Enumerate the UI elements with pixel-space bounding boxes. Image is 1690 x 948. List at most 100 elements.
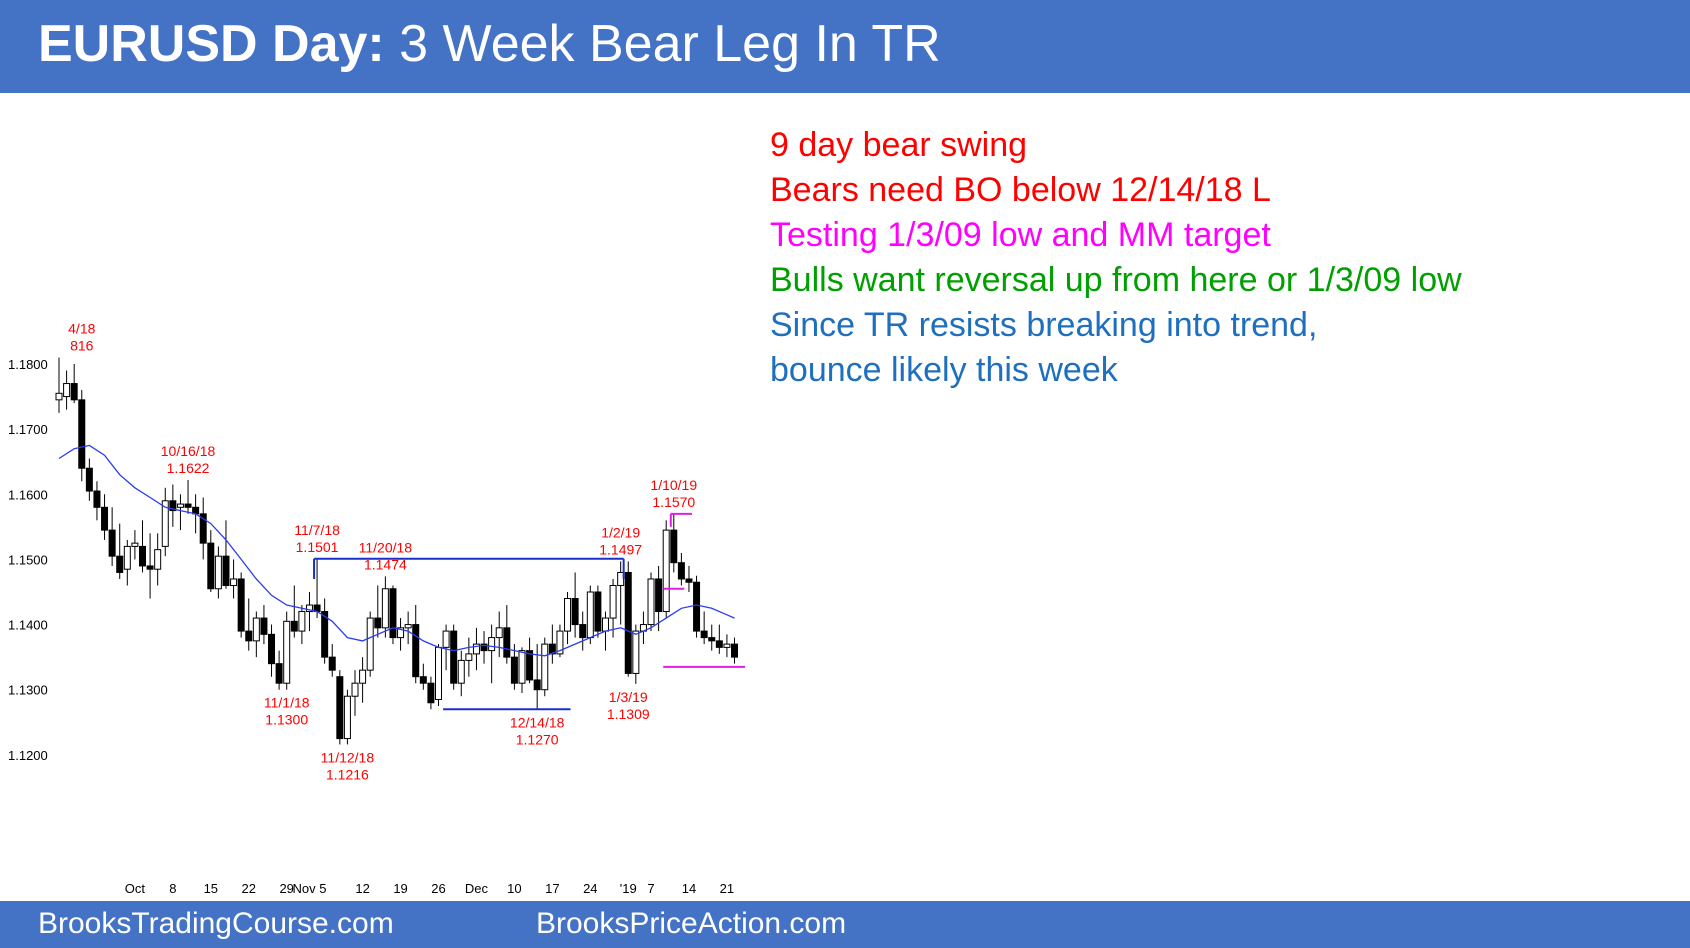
candle-body bbox=[412, 624, 420, 678]
candle-body bbox=[374, 617, 382, 629]
title-symbol: EURUSD Day: bbox=[38, 15, 385, 73]
footer-link-right[interactable]: BrooksPriceAction.com bbox=[536, 907, 847, 940]
y-tick-label: 1.1300 bbox=[8, 683, 48, 698]
candle-body bbox=[442, 630, 450, 648]
x-tick-label: Dec bbox=[465, 881, 489, 896]
candle-body bbox=[389, 588, 397, 639]
x-tick-label: 24 bbox=[583, 881, 597, 896]
y-tick-label: 1.1400 bbox=[8, 618, 48, 633]
candle-body bbox=[419, 676, 427, 684]
candle-body bbox=[533, 679, 541, 691]
title-bar: EURUSD Day: 3 Week Bear Leg In TR bbox=[0, 0, 1690, 93]
candle-body bbox=[184, 503, 192, 508]
candle-body bbox=[723, 643, 731, 648]
candle-body bbox=[245, 630, 253, 642]
candle-body bbox=[131, 542, 139, 547]
candle-body bbox=[275, 663, 283, 684]
candle-body bbox=[526, 650, 534, 681]
candle-body bbox=[298, 611, 306, 632]
candle-body bbox=[328, 656, 336, 671]
candle-body bbox=[465, 653, 473, 661]
candle-body bbox=[503, 627, 511, 658]
candle-body bbox=[351, 682, 359, 697]
price-annotation: 1/3/19 bbox=[609, 689, 648, 705]
candle-body bbox=[237, 578, 245, 632]
candle-body bbox=[366, 617, 374, 671]
candle-body bbox=[55, 392, 63, 401]
candle-body bbox=[63, 383, 71, 398]
page-title: EURUSD Day: 3 Week Bear Leg In TR bbox=[38, 14, 941, 74]
candle-body bbox=[715, 640, 723, 648]
candle-body bbox=[601, 617, 609, 632]
candle-body bbox=[670, 529, 678, 564]
candle-body bbox=[624, 571, 632, 674]
x-tick-label: '19 bbox=[620, 881, 637, 896]
price-annotation: 1.1501 bbox=[296, 539, 339, 555]
candle-body bbox=[214, 555, 222, 590]
price-annotation: 1/2/19 bbox=[601, 524, 640, 540]
candle-body bbox=[138, 545, 146, 567]
candle-body bbox=[222, 555, 230, 586]
x-tick-label: 8 bbox=[169, 881, 176, 896]
x-tick-label: 19 bbox=[393, 881, 407, 896]
note-line: Bears need BO below 12/14/18 L bbox=[770, 171, 1271, 209]
price-annotation: 1.1309 bbox=[607, 706, 650, 722]
candle-body bbox=[78, 399, 86, 469]
price-annotation: 1.1216 bbox=[326, 766, 369, 782]
candle-body bbox=[207, 542, 215, 590]
candle-body bbox=[381, 588, 389, 629]
candle-body bbox=[685, 578, 693, 583]
x-tick-label: 26 bbox=[431, 881, 445, 896]
candle-body bbox=[260, 617, 268, 635]
candle-body bbox=[632, 630, 640, 674]
candle-body bbox=[488, 637, 496, 652]
x-tick-label: 7 bbox=[647, 881, 654, 896]
title-description: 3 Week Bear Leg In TR bbox=[384, 15, 941, 73]
candle-body bbox=[176, 503, 184, 508]
x-tick-label: 17 bbox=[545, 881, 559, 896]
footer-bar: BrooksTradingCourse.com BrooksPriceActio… bbox=[0, 901, 1690, 948]
x-tick-label: 22 bbox=[242, 881, 256, 896]
candle-body bbox=[647, 578, 655, 626]
price-annotation: 4/18 bbox=[68, 320, 95, 336]
candle-body bbox=[700, 630, 708, 639]
candle-body bbox=[450, 630, 458, 684]
y-tick-label: 1.1800 bbox=[8, 357, 48, 372]
price-annotation: 12/14/18 bbox=[510, 714, 565, 730]
footer-link-left[interactable]: BrooksTradingCourse.com bbox=[38, 907, 394, 940]
x-tick-label: 15 bbox=[204, 881, 218, 896]
candle-body bbox=[359, 669, 367, 684]
candle-body bbox=[343, 695, 351, 740]
candle-body bbox=[169, 500, 177, 512]
candle-body bbox=[70, 383, 78, 401]
note-line: bounce likely this week bbox=[770, 351, 1118, 389]
candle-body bbox=[397, 627, 405, 639]
price-annotation: 1.1300 bbox=[265, 712, 308, 728]
candle-body bbox=[480, 643, 488, 652]
candle-body bbox=[230, 578, 238, 586]
candle-body bbox=[510, 656, 518, 684]
candle-body bbox=[541, 643, 549, 691]
candle-body bbox=[252, 617, 260, 642]
candle-body bbox=[677, 562, 685, 580]
candle-body bbox=[427, 682, 435, 704]
candle-body bbox=[85, 467, 93, 492]
price-annotation: 11/12/18 bbox=[321, 749, 375, 765]
candle-body bbox=[655, 578, 663, 613]
x-tick-label: Nov 5 bbox=[292, 881, 326, 896]
price-annotation: 11/1/18 bbox=[264, 695, 310, 711]
y-tick-label: 1.1600 bbox=[8, 487, 48, 502]
note-line: Testing 1/3/09 low and MM target bbox=[770, 216, 1271, 254]
y-tick-label: 1.1700 bbox=[8, 422, 48, 437]
candle-body bbox=[108, 529, 116, 557]
note-line: Since TR resists breaking into trend, bbox=[770, 306, 1318, 344]
y-tick-label: 1.1500 bbox=[8, 552, 48, 567]
candle-body bbox=[693, 581, 701, 632]
candle-body bbox=[594, 591, 602, 632]
candle-body bbox=[268, 633, 276, 665]
note-line: 9 day bear swing bbox=[770, 126, 1028, 164]
price-chart: 1.1800 1.1700 1.1600 1.1500 1.1400 1.1300 1.12… bbox=[8, 320, 746, 896]
candle-body bbox=[93, 490, 101, 508]
x-tick-label: 10 bbox=[507, 881, 521, 896]
x-tick-label: 12 bbox=[355, 881, 369, 896]
